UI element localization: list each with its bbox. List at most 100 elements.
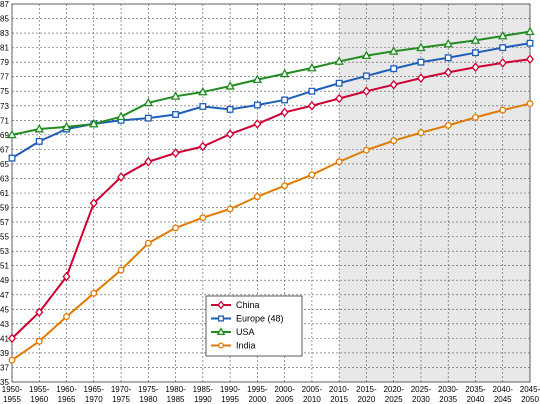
y-tick-label: 43 (0, 320, 9, 329)
data-point (281, 96, 289, 104)
data-point (252, 74, 263, 84)
series-line (11, 102, 531, 362)
legend-label: China (236, 300, 260, 310)
x-tick-label: 1975 (112, 395, 130, 404)
x-tick-label: 2005 (276, 395, 294, 404)
x-axis-tick-labels: 1950-1955 1955-1960 1960-1965 1965-1970 1970… (2, 385, 540, 404)
data-point (217, 315, 225, 322)
x-tick-label: 1950- (2, 385, 23, 394)
data-point (472, 113, 479, 121)
data-point (417, 129, 425, 137)
y-tick-label: 75 (0, 87, 9, 96)
data-point (253, 119, 262, 129)
y-tick-label: 69 (0, 131, 9, 140)
data-point (498, 30, 508, 40)
data-point (472, 49, 479, 57)
x-tick-label: 1985- (193, 385, 214, 394)
data-point (62, 271, 71, 282)
x-tick-label: 1980- (165, 385, 186, 394)
plot-border (11, 3, 531, 383)
y-axis-tick-labels: 35 37 39 41 43 45 47 49 51 53 55 57 59 61 63 65 67 69 71 73… (0, 0, 9, 387)
x-tick-label: 1995- (247, 385, 268, 394)
data-point (444, 121, 452, 129)
x-tick-label: 1965 (58, 395, 76, 404)
data-point (63, 313, 70, 321)
y-tick-label: 55 (0, 233, 9, 242)
data-point (335, 79, 343, 87)
x-tick-label: 2045- (520, 385, 540, 394)
data-point (226, 105, 234, 113)
data-point (216, 327, 226, 336)
data-point (525, 26, 535, 36)
x-tick-label: 2000 (248, 395, 266, 404)
data-point (117, 266, 125, 274)
x-tick-label: 2000- (274, 385, 295, 394)
y-tick-label: 53 (0, 247, 9, 256)
data-point (35, 337, 43, 345)
data-point (390, 137, 398, 145)
y-tick-label: 49 (0, 276, 9, 285)
x-tick-label: 2010 (303, 395, 321, 404)
data-point (444, 54, 452, 62)
projection-shading (339, 4, 530, 382)
y-tick-label: 39 (0, 349, 9, 358)
x-tick-label: 2030 (412, 395, 430, 404)
x-tick-label: 1995 (221, 395, 239, 404)
data-point (35, 307, 44, 318)
data-point (416, 42, 426, 52)
data-point (416, 73, 425, 83)
data-point (334, 56, 344, 65)
data-point (198, 141, 207, 152)
data-point (172, 111, 180, 118)
data-point (144, 156, 153, 167)
series-line (11, 58, 531, 340)
legend-item: USA (211, 327, 255, 337)
x-tick-label: 1960- (56, 385, 77, 394)
y-tick-label: 41 (0, 334, 9, 343)
y-tick-label: 47 (0, 291, 9, 300)
data-point (90, 289, 98, 297)
data-point (362, 86, 371, 97)
data-point (253, 193, 261, 201)
x-tick-label: 2005- (302, 385, 323, 394)
y-tick-label: 51 (0, 262, 9, 271)
legend-item: Europe (48) (211, 314, 284, 324)
legend-item: India (211, 341, 256, 351)
x-tick-label: 1960 (30, 395, 48, 404)
data-point (361, 50, 372, 60)
data-point (499, 44, 507, 52)
data-point (526, 39, 534, 47)
series-usa (7, 26, 535, 139)
x-tick-label: 2010- (329, 385, 350, 394)
legend-item: China (211, 300, 260, 310)
data-point (172, 224, 180, 232)
data-point (308, 87, 316, 95)
data-point (388, 46, 399, 55)
data-point (470, 35, 481, 44)
data-point (335, 158, 343, 166)
legend-label: Europe (48) (236, 314, 284, 324)
x-tick-label: 2025 (385, 395, 403, 404)
data-point (143, 97, 154, 107)
y-tick-label: 63 (0, 174, 9, 183)
y-tick-label: 37 (0, 363, 9, 372)
data-point (253, 101, 261, 109)
data-point (7, 333, 17, 344)
y-tick-label: 87 (0, 0, 9, 9)
y-tick-label: 81 (0, 44, 9, 53)
x-tick-label: 2025- (411, 385, 432, 394)
series-line (11, 30, 531, 136)
y-tick-label: 57 (0, 218, 9, 227)
data-point (335, 93, 344, 104)
x-tick-label: 1980 (139, 395, 157, 404)
y-tick-label: 59 (0, 204, 9, 213)
data-point (362, 146, 370, 154)
y-tick-label: 85 (0, 15, 9, 24)
data-point (279, 68, 290, 78)
data-point (226, 205, 234, 213)
data-point (171, 148, 180, 158)
data-point (444, 67, 453, 78)
data-point (362, 72, 370, 80)
